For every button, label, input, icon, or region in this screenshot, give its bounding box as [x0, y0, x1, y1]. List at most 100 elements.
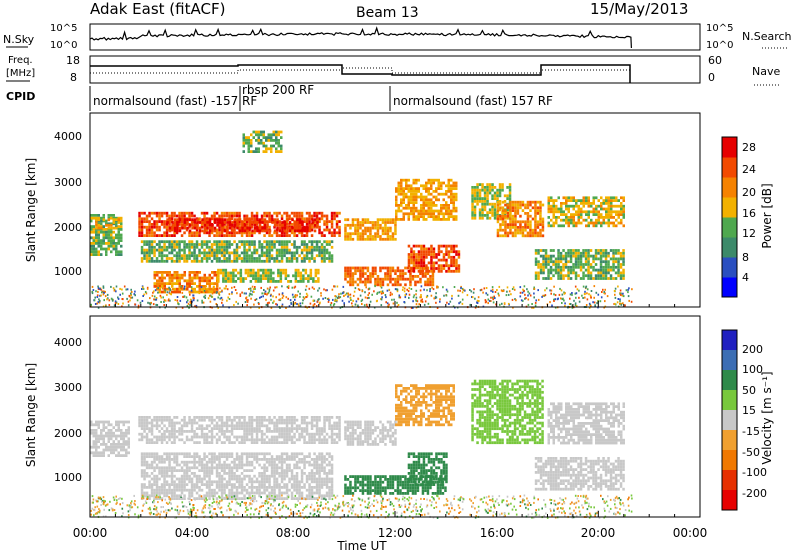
power-cell-4 [140, 251, 144, 255]
power-cell-10 [417, 215, 420, 218]
power-speckle [420, 285, 423, 288]
power-cell-10 [420, 198, 423, 202]
power-cell-4 [163, 243, 166, 246]
power-cell-5 [193, 271, 196, 274]
power-cell-10 [455, 181, 458, 185]
power-cell-2 [310, 214, 314, 218]
power-cell-4 [215, 245, 219, 249]
power-speckle [492, 298, 494, 301]
power-cell-14 [599, 274, 603, 278]
power-cell-13 [580, 202, 583, 205]
velocity-cell-1 [318, 430, 321, 433]
power-cell-7 [391, 266, 395, 270]
power-cell-4 [203, 254, 206, 258]
power-cell-15 [257, 130, 260, 134]
power-cell-6 [262, 277, 265, 280]
power-cell-7 [391, 277, 395, 281]
power-speckle [206, 289, 208, 292]
power-cell-10 [452, 201, 455, 204]
velocity-cell-1 [235, 421, 239, 425]
power-speckle [519, 286, 522, 289]
velocity-cell-1 [208, 430, 211, 433]
power-speckle [410, 307, 413, 309]
power-cell-9 [346, 235, 350, 238]
power-cell-0 [120, 244, 123, 248]
velocity-cell-0 [125, 448, 128, 452]
power-cell-9 [349, 235, 352, 238]
velocity-cell-0 [120, 420, 123, 424]
power-cell-5 [203, 279, 206, 283]
power-cell-14 [579, 263, 583, 266]
power-cell-15 [262, 150, 265, 153]
power-speckle [168, 292, 171, 295]
power-cell-6 [307, 280, 310, 283]
power-cell-14 [557, 274, 560, 278]
power-cell-7 [356, 266, 360, 270]
power-cell-0 [105, 219, 108, 223]
power-cell-4 [163, 245, 166, 249]
velocity-cell-1 [250, 430, 254, 433]
velocity-cell-1 [253, 438, 256, 442]
power-cell-10 [410, 187, 413, 190]
power-cell-4 [240, 243, 244, 246]
power-cell-7 [396, 277, 400, 281]
power-speckle [168, 298, 170, 301]
power-cell-13 [565, 196, 568, 200]
power-cell-6 [237, 271, 240, 275]
velocity-cell-1 [325, 418, 329, 422]
power-speckle [391, 298, 393, 301]
power-cell-8 [447, 244, 451, 248]
power-cell-5 [171, 282, 174, 285]
velocity-cell-0 [127, 426, 130, 429]
power-cell-5 [161, 282, 164, 285]
power-cell-11 [498, 200, 502, 203]
power-cell-6 [294, 274, 298, 278]
power-cell-3 [308, 226, 312, 230]
power-cell-10 [407, 206, 410, 210]
power-cell-9 [361, 235, 365, 238]
power-cell-6 [224, 274, 228, 278]
power-speckle [584, 290, 586, 293]
power-cell-2 [300, 214, 304, 218]
velocity-cell-1 [188, 418, 191, 422]
power-cell-4 [175, 245, 179, 249]
power-cell-7 [361, 269, 365, 273]
power-cell-3 [213, 229, 217, 233]
power-cell-4 [283, 251, 286, 255]
power-cell-14 [589, 263, 593, 266]
power-cell-4 [300, 248, 304, 252]
power-cell-5 [198, 282, 201, 285]
velocity-cell-0 [92, 423, 95, 427]
power-cell-4 [288, 257, 291, 260]
power-cell-13 [607, 218, 610, 222]
power-cell-9 [376, 223, 380, 227]
power-speckle [500, 289, 503, 292]
velocity-cell-1 [255, 435, 259, 439]
velocity-cell-1 [150, 418, 154, 422]
power-cell-8 [432, 247, 436, 251]
power-cell-5 [181, 285, 184, 288]
power-cell-4 [230, 259, 234, 263]
power-speckle [563, 292, 566, 295]
power-cell-3 [248, 226, 252, 230]
power-cell-4 [248, 240, 251, 244]
power-cell-7 [376, 280, 380, 284]
power-cell-9 [394, 223, 397, 227]
velocity-cell-1 [193, 430, 196, 433]
power-cell-14 [549, 271, 553, 275]
velocity-cell-1 [230, 427, 234, 430]
power-speckle [163, 299, 166, 302]
velocity-cell-1 [335, 427, 339, 430]
power-cell-9 [384, 237, 387, 241]
power-cell-0 [115, 242, 118, 245]
power-cell-14 [609, 277, 613, 280]
velocity-cell-0 [107, 420, 110, 424]
power-speckle [97, 301, 100, 304]
power-cell-0 [112, 244, 115, 248]
power-cell-12 [509, 203, 512, 207]
velocity-cell-1 [165, 441, 169, 444]
velocity-cell-1 [270, 421, 274, 425]
power-cell-13 [597, 210, 600, 214]
power-cell-2 [263, 214, 266, 218]
power-cell-8 [437, 250, 441, 254]
